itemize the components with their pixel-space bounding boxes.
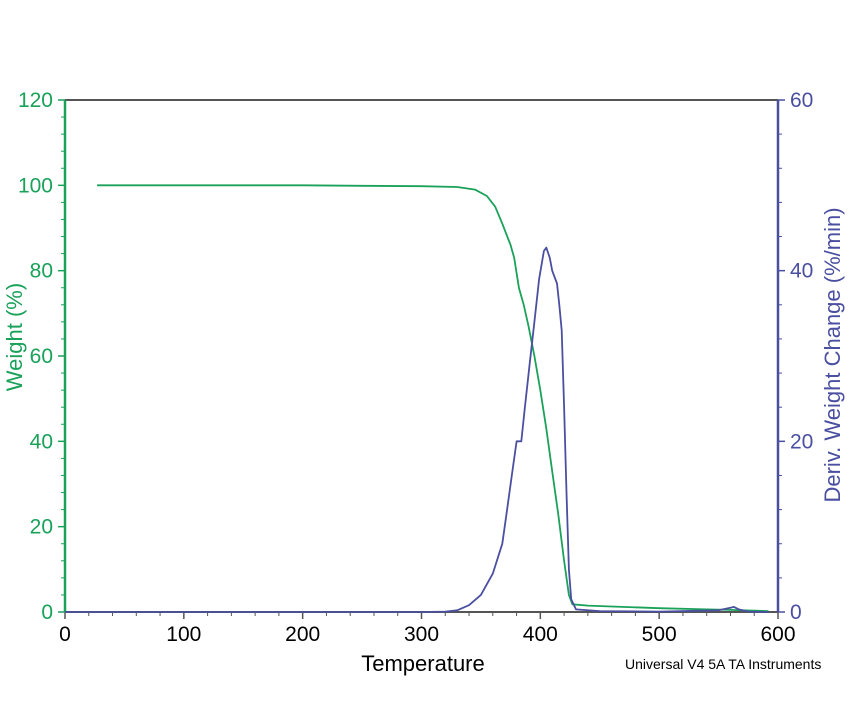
left-y-tick-label: 100 xyxy=(18,174,53,197)
left-y-tick-label: 60 xyxy=(30,345,53,368)
left-y-tick-label: 120 xyxy=(18,89,53,112)
left-y-tick-label: 80 xyxy=(30,260,53,283)
left-y-tick-label: 40 xyxy=(30,430,53,453)
x-tick-label: 400 xyxy=(523,623,558,646)
right-y-tick-label: 40 xyxy=(790,260,813,283)
x-tick-label: 200 xyxy=(285,623,320,646)
deriv-weight-series-line xyxy=(65,246,769,613)
left-y-axis-title: Weight (%) xyxy=(2,283,27,391)
x-tick-label: 0 xyxy=(59,623,71,646)
weight-series-line xyxy=(97,184,769,612)
right-y-axis-title: Deriv. Weight Change (%/min) xyxy=(820,207,845,502)
x-tick-label: 500 xyxy=(642,623,677,646)
x-tick-label: 600 xyxy=(760,623,795,646)
x-axis-title: Temperature xyxy=(361,651,485,676)
x-tick-label: 300 xyxy=(404,623,439,646)
left-y-tick-label: 0 xyxy=(41,601,53,624)
x-tick-label: 100 xyxy=(166,623,201,646)
left-y-tick-label: 20 xyxy=(30,516,53,539)
right-y-tick-label: 60 xyxy=(790,89,813,112)
instrument-footer: Universal V4 5A TA Instruments xyxy=(625,656,822,672)
right-y-tick-label: 20 xyxy=(790,430,813,453)
right-y-tick-label: 0 xyxy=(790,601,802,624)
